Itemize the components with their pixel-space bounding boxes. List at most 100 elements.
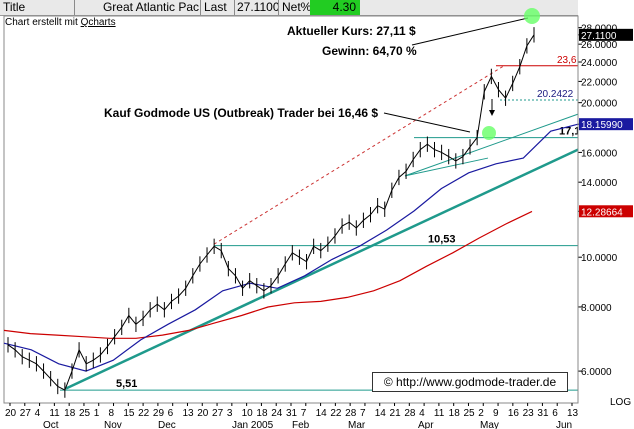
x-day-label: 31	[537, 408, 549, 419]
x-day-label: 25	[79, 408, 91, 419]
x-day-label: 7	[301, 408, 307, 419]
level-202422-label: 20.2422	[537, 89, 574, 100]
y-tick-label: 26.0000	[581, 40, 618, 51]
x-month-label: Oct	[43, 420, 59, 429]
buy-signal-text: Kauf Godmode US (Outbreak) Trader bei 16…	[104, 106, 378, 120]
x-day-label: 13	[182, 408, 194, 419]
net-value: 4.30	[310, 0, 360, 15]
y-tick-box	[579, 205, 633, 218]
x-day-label: 23	[523, 408, 535, 419]
y-tick-label: 14.0000	[581, 178, 618, 189]
x-month-label: Jun	[556, 420, 572, 429]
pointer-current	[411, 17, 529, 46]
net-label: Net%	[278, 0, 312, 15]
price-series	[7, 27, 535, 398]
buy-highlight	[482, 126, 496, 140]
x-day-label: 21	[390, 408, 402, 419]
x-day-label: 2	[478, 408, 484, 419]
x-day-label: 18	[256, 408, 268, 419]
pointer-buy	[383, 112, 471, 133]
y-tick-label: 20.0000	[581, 99, 618, 110]
level-236-label: 23,6	[557, 55, 577, 66]
y-tick-label: 27.1100	[581, 31, 617, 42]
moving-average-red	[3, 210, 533, 339]
x-day-label: 9	[493, 408, 499, 419]
x-day-label: 27	[20, 408, 32, 419]
level-171-label: 17,1	[559, 126, 580, 138]
annotations: Aktueller Kurs: 27,11 $ Gewinn: 64,70 % Ka…	[104, 8, 540, 140]
title-value: Great Atlantic Pac	[74, 0, 201, 15]
trend-lines	[65, 65, 579, 390]
moving-average-blue	[3, 123, 579, 372]
long-term-trendline	[65, 148, 579, 390]
watermark-text: © http://www.godmode-trader.de	[383, 375, 557, 389]
x-day-label: 16	[508, 408, 520, 419]
y-tick-label: 6.0000	[581, 367, 612, 378]
plot-frame	[3, 15, 579, 404]
chart-credit: Chart erstellt mit Qcharts	[5, 17, 116, 28]
x-day-label: 22	[138, 408, 150, 419]
x-day-label: 6	[168, 408, 174, 419]
current-price-text: Aktueller Kurs: 27,11 $	[287, 24, 416, 38]
x-day-label: 7	[360, 408, 366, 419]
x-day-label: 20	[5, 408, 17, 419]
y-tick-box	[579, 118, 633, 131]
x-day-label: 18	[64, 408, 76, 419]
x-day-label: 15	[123, 408, 135, 419]
level-551-label: 5,51	[116, 378, 137, 390]
y-tick-label: 10.0000	[581, 253, 618, 264]
x-month-label: Dec	[158, 420, 176, 429]
moving-averages	[3, 123, 579, 372]
x-day-label: 6	[552, 408, 558, 419]
x-day-label: 11	[49, 408, 60, 419]
down-arrow-head	[489, 110, 495, 116]
x-day-label: 24	[271, 408, 283, 419]
x-month-label: Feb	[292, 420, 310, 429]
last-value: 27.1100	[234, 0, 280, 15]
y-tick-label: 8.0000	[581, 303, 612, 314]
x-day-label: 20	[197, 408, 209, 419]
x-day-label: 25	[463, 408, 475, 419]
x-month-label: May	[480, 420, 499, 429]
level-1053-label: 10,53	[428, 234, 456, 246]
x-month-label: Apr	[418, 420, 434, 429]
y-tick-label: 18.15990	[581, 120, 623, 131]
x-day-label: 4	[419, 408, 425, 419]
quote-header: Title Great Atlantic Pac Last 27.1100 Ne…	[0, 0, 578, 16]
y-tick-box	[579, 28, 633, 41]
x-day-label: 31	[286, 408, 298, 419]
y-tick-label: 24.0000	[581, 58, 618, 69]
y-tick-label: 22.0000	[581, 77, 618, 88]
grid-layer	[3, 15, 579, 404]
x-day-label: 13	[567, 408, 579, 419]
credit-text: Chart erstellt mit	[5, 17, 81, 28]
gain-text: Gewinn: 64,70 %	[322, 44, 417, 58]
current-highlight	[524, 8, 540, 24]
watermark: © http://www.godmode-trader.de	[372, 372, 568, 392]
x-day-label: 28	[345, 408, 357, 419]
y-tick-label: 16.0000	[581, 148, 618, 159]
x-day-label: 3	[227, 408, 233, 419]
x-day-label: 22	[330, 408, 342, 419]
x-day-label: 28	[404, 408, 416, 419]
x-month-label: Mar	[348, 420, 366, 429]
x-day-label: 18	[449, 408, 461, 419]
title-label: Title	[3, 0, 26, 14]
x-day-label: 29	[153, 408, 165, 419]
x-month-label: Jan 2005	[232, 420, 274, 429]
log-label: LOG	[610, 397, 631, 408]
x-month-label: Nov	[104, 420, 122, 429]
last-label: Last	[200, 0, 234, 15]
x-day-label: 14	[316, 408, 328, 419]
x-day-label: 11	[434, 408, 445, 419]
x-day-label: 27	[212, 408, 224, 419]
upper-channel-line	[213, 65, 505, 245]
triangle-line	[404, 113, 579, 177]
triangle-lower	[404, 157, 489, 177]
x-day-label: 4	[35, 408, 41, 419]
x-day-label: 1	[94, 408, 100, 419]
x-day-label: 10	[242, 408, 254, 419]
qcharts-link[interactable]: Qcharts	[80, 17, 116, 28]
